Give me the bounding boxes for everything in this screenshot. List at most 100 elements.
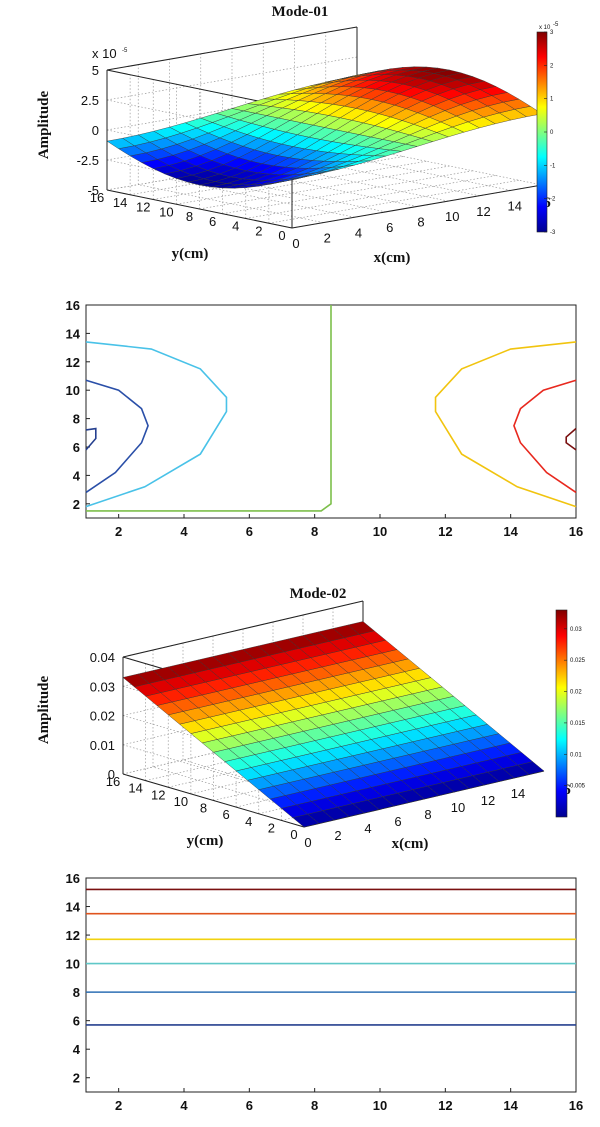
y-tick-label: 6 (223, 807, 230, 822)
z-tick-label: 0 (108, 767, 115, 782)
colorbar-tick-label: 3 (550, 30, 554, 36)
x-tick-label: 14 (503, 524, 518, 539)
grid-line (106, 56, 358, 101)
x-tick-label: 16 (569, 1098, 583, 1113)
y-tick-label: 12 (66, 928, 80, 943)
colorbar-exponent-power: -5 (553, 22, 559, 28)
plot-area (85, 877, 577, 1093)
y-tick-label: 16 (66, 298, 80, 313)
y-tick-label: 16 (66, 871, 80, 886)
y-axis-label: y(cm) (172, 246, 209, 262)
y-tick-label: 6 (73, 440, 80, 455)
colorbar-tick-label: 0.03 (570, 627, 582, 633)
x-tick-label: 10 (445, 209, 459, 224)
x-tick-label: 8 (311, 524, 318, 539)
x-tick-label: 12 (481, 793, 495, 808)
y-tick-label: 0 (278, 228, 285, 243)
x-tick-label: 4 (180, 524, 188, 539)
y-tick-label: 4 (232, 219, 239, 234)
z-tick-label: 0.03 (90, 679, 115, 694)
y-tick-label: 4 (245, 814, 252, 829)
y-tick-label: 12 (151, 787, 165, 802)
y-tick-label: 8 (186, 209, 193, 224)
axis-edge (106, 26, 358, 71)
x-tick-label: 12 (476, 204, 490, 219)
grid-line (176, 160, 427, 205)
contour-line (85, 379, 149, 494)
colorbar-tick-label: -2 (550, 197, 556, 203)
x-tick-label: 10 (373, 1098, 387, 1113)
colorbar-tick-label: -1 (550, 163, 556, 169)
x-tick-label: 2 (324, 231, 331, 246)
x-tick-label: 12 (438, 1098, 452, 1113)
mode-02-contour-plot: 2 4 6 8 10 12 14 16 2 4 6 8 10 12 14 16 (66, 871, 584, 1113)
x-tick-label: 6 (246, 1098, 253, 1113)
contour-line (85, 427, 97, 451)
grid-line (245, 175, 496, 219)
y-tick-label: 0 (290, 827, 297, 842)
y-tick-label: 14 (66, 326, 81, 341)
y-tick-label: 2 (73, 1071, 80, 1086)
x-tick-label: 10 (373, 524, 387, 539)
x-tick-label: 0 (292, 236, 299, 251)
y-axis-label: y(cm) (187, 833, 224, 849)
contour-line (513, 379, 577, 494)
z-tick-label: 0.04 (90, 650, 115, 665)
grid-line (199, 165, 450, 210)
y-tick-label: 10 (159, 204, 173, 219)
x-tick-label: 6 (394, 814, 401, 829)
plot-title: Mode-02 (290, 586, 347, 602)
x-tick-label: 6 (386, 220, 393, 235)
x-tick-label: 4 (355, 225, 362, 240)
colorbar-exponent: x 10 (539, 25, 551, 31)
y-tick-label: 6 (73, 1014, 80, 1029)
y-tick-label: 2 (268, 820, 275, 835)
y-tick-label: 16 (90, 190, 104, 205)
plot-title: Mode-01 (272, 4, 329, 20)
x-tick-label: 2 (334, 828, 341, 843)
x-tick-label: 4 (364, 821, 371, 836)
axis-edge (122, 600, 364, 658)
x-tick-label: 2 (115, 524, 122, 539)
colorbar-tick-label: -3 (550, 230, 556, 236)
x-tick-label: 2 (115, 1098, 122, 1113)
z-tick-label: 0.02 (90, 709, 115, 724)
grid-line (268, 179, 519, 224)
colorbar-tick-label: 1 (550, 97, 554, 103)
y-tick-label: 14 (113, 195, 127, 210)
colorbar-tick-label: 0.02 (570, 690, 582, 696)
surface-mesh (106, 66, 543, 189)
x-tick-label: 10 (451, 800, 465, 815)
y-tick-label: 10 (66, 383, 80, 398)
y-tick-label: 6 (209, 214, 216, 229)
x-tick-label: 4 (180, 1098, 188, 1113)
x-tick-label: 14 (511, 786, 525, 801)
y-tick-label: 4 (73, 468, 81, 483)
y-tick-label: 16 (106, 774, 120, 789)
y-tick-label: 10 (66, 957, 80, 972)
x-axis-label: x(cm) (374, 250, 411, 266)
z-tick-label: -5 (87, 183, 99, 198)
x-tick-label: 8 (311, 1098, 318, 1113)
contour-zero (86, 305, 332, 512)
colorbar-tick-label: 0 (550, 130, 554, 136)
x-axis-label: x(cm) (392, 836, 429, 852)
z-exponent-power: -5 (122, 48, 128, 54)
axis-edge (106, 189, 293, 229)
axis-edge (122, 773, 305, 828)
z-tick-label: 0 (92, 123, 99, 138)
y-tick-label: 8 (73, 412, 80, 427)
surface-mesh (122, 621, 545, 828)
z-tick-label: 0.01 (90, 738, 115, 753)
x-tick-label: 0 (304, 835, 311, 850)
colorbar-tick-label: 0.015 (570, 721, 586, 727)
y-tick-label: 4 (73, 1042, 81, 1057)
y-tick-label: 14 (128, 781, 142, 796)
y-tick-label: 8 (200, 801, 207, 816)
x-tick-label: 8 (417, 215, 424, 230)
axis-edge (291, 184, 543, 229)
colorbar-tick-label: 2 (550, 63, 554, 69)
